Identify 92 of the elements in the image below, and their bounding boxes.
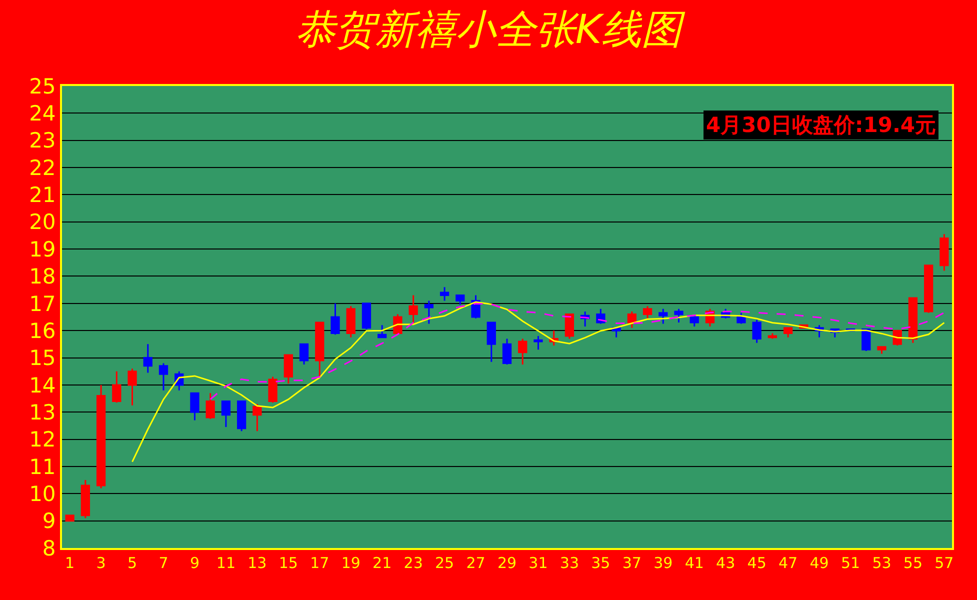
x-tick-label: 49 (810, 554, 829, 572)
y-tick-label: 18 (29, 264, 56, 289)
candlestick (252, 403, 262, 432)
candlestick (393, 314, 402, 336)
x-tick-label: 57 (934, 554, 954, 572)
candlestick (877, 346, 886, 354)
x-tick-label: 9 (190, 554, 200, 572)
candlestick (346, 305, 356, 338)
candlestick (783, 327, 793, 338)
candlestick (534, 335, 543, 350)
x-tick-label: 41 (684, 554, 704, 572)
candlestick (221, 400, 231, 428)
x-tick-label: 43 (716, 554, 736, 572)
candlestick (690, 314, 699, 328)
candlestick (112, 370, 122, 404)
candlestick (940, 233, 949, 272)
candlestick (96, 384, 106, 489)
x-tick-label: 17 (310, 554, 330, 572)
candlestick (674, 308, 684, 324)
candlestick (206, 392, 215, 420)
line-series (132, 301, 945, 463)
candlestick (190, 392, 200, 422)
y-tick-label: 20 (29, 210, 56, 234)
x-tick-label: 45 (747, 554, 766, 572)
candlestick (65, 514, 74, 522)
y-tick-label: 25 (29, 74, 56, 98)
x-tick-label: 21 (372, 554, 392, 572)
x-tick-label: 53 (872, 554, 892, 572)
y-tick-label: 16 (29, 318, 56, 343)
x-tick-label: 27 (466, 554, 486, 572)
candlestick (924, 264, 934, 314)
candlestick (486, 322, 496, 363)
x-tick-label: 15 (278, 554, 298, 572)
y-tick-label: 22 (29, 156, 56, 180)
y-tick-label: 17 (29, 292, 56, 316)
line-series (210, 302, 945, 400)
candlestick (408, 294, 418, 325)
x-tick-label: 29 (497, 554, 517, 572)
candlestick (440, 286, 450, 302)
x-tick-label: 33 (560, 554, 580, 572)
y-tick-label: 9 (42, 509, 56, 534)
y-tick-label: 23 (29, 128, 56, 153)
candlestick (642, 305, 652, 320)
candlestick (627, 310, 636, 329)
candlestick (315, 322, 324, 379)
candlestick (143, 343, 152, 374)
x-tick-label: 11 (216, 554, 236, 572)
candlestick (862, 328, 871, 352)
candlestick (330, 302, 340, 336)
chart-title: 恭贺新禧小全张K线图 (295, 7, 686, 53)
x-tick-label: 3 (96, 554, 106, 572)
candlestick (236, 400, 246, 432)
y-tick-label: 15 (29, 346, 56, 370)
candlestick (299, 343, 309, 366)
candlestick (362, 302, 372, 330)
x-tick-label: 39 (654, 554, 673, 572)
y-tick-label: 10 (29, 482, 56, 506)
y-tick-label: 11 (29, 454, 56, 479)
x-tick-label: 19 (341, 554, 360, 572)
y-tick-label: 14 (29, 373, 56, 398)
y-tick-label: 12 (29, 428, 56, 452)
x-tick-label: 51 (840, 554, 860, 572)
y-tick-label: 21 (29, 183, 56, 208)
x-tick-label: 25 (434, 554, 454, 572)
candlestick (128, 368, 137, 406)
x-tick-label: 55 (903, 554, 923, 572)
x-tick-label: 1 (65, 554, 75, 572)
candlestick (456, 294, 465, 306)
y-tick-label: 8 (42, 536, 56, 560)
x-tick-label: 13 (248, 554, 267, 572)
y-tick-label: 19 (29, 237, 56, 262)
candlestick (658, 308, 668, 325)
candlestick (158, 362, 168, 392)
x-tick-label: 23 (404, 554, 423, 572)
candlestick (564, 314, 574, 340)
x-tick-label: 47 (778, 554, 798, 572)
x-tick-label: 31 (528, 554, 548, 572)
candlestick (908, 297, 918, 344)
x-tick-label: 37 (622, 554, 642, 572)
candlestick (80, 479, 90, 519)
candlestick (752, 318, 762, 344)
x-tick-label: 35 (591, 554, 610, 572)
candlestick (424, 300, 434, 325)
x-tick-label: 7 (158, 554, 168, 572)
candlestick (268, 376, 278, 404)
annotation: 4月30日收盘价:19.4元 (706, 113, 936, 137)
y-tick-label: 13 (29, 400, 56, 424)
candlestick (284, 354, 293, 384)
candlestick (518, 338, 528, 366)
candlestick (502, 338, 512, 366)
x-tick-label: 5 (127, 554, 138, 572)
y-tick-label: 24 (29, 102, 56, 126)
